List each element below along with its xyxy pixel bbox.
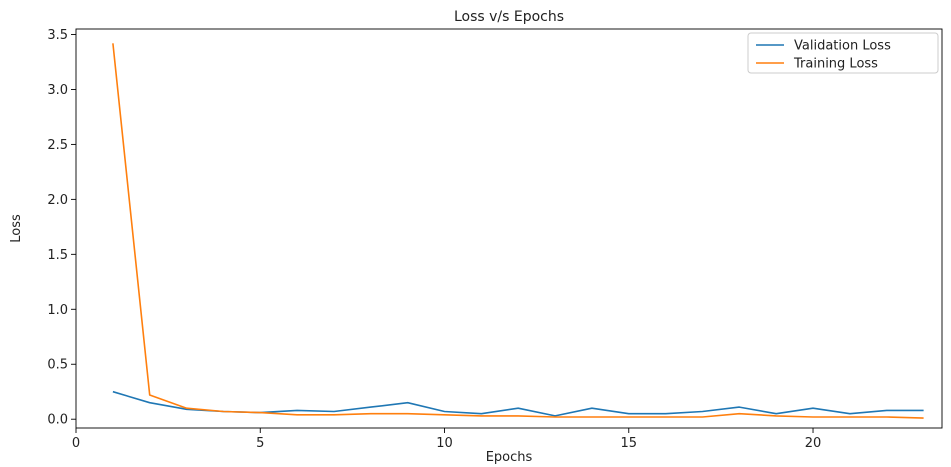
- y-tick-label: 3.5: [47, 28, 68, 43]
- legend: Validation Loss Training Loss: [747, 32, 939, 74]
- legend-label: Validation Loss: [794, 39, 891, 54]
- y-tick-label: 1.0: [47, 303, 68, 318]
- legend-box: [747, 32, 939, 74]
- x-tick-label: 5: [256, 436, 264, 451]
- y-tick-label: 2.0: [47, 193, 68, 208]
- y-tick-label: 2.5: [47, 138, 68, 153]
- x-tick-label: 15: [620, 436, 637, 451]
- chart-title: Loss v/s Epochs: [454, 9, 564, 25]
- x-tick-label: 10: [436, 436, 453, 451]
- x-tick-label: 20: [805, 436, 822, 451]
- x-tick-label: 0: [72, 436, 80, 451]
- plot-area: 0 5 10 15 20 0.0 0.5 1.0 1.5 2.0 2.5 3.0 3.5: [47, 28, 943, 451]
- x-axis-title: Epochs: [486, 450, 533, 465]
- y-tick-label: 1.5: [47, 248, 68, 263]
- y-tick-label: 3.0: [47, 83, 68, 98]
- axes-frame: [75, 28, 943, 429]
- legend-label: Training Loss: [793, 57, 878, 72]
- y-tick-label: 0.5: [47, 358, 68, 373]
- y-axis-title: Loss: [9, 214, 24, 243]
- series-line-training-loss: [112, 43, 924, 419]
- y-tick-label: 0.0: [47, 413, 68, 428]
